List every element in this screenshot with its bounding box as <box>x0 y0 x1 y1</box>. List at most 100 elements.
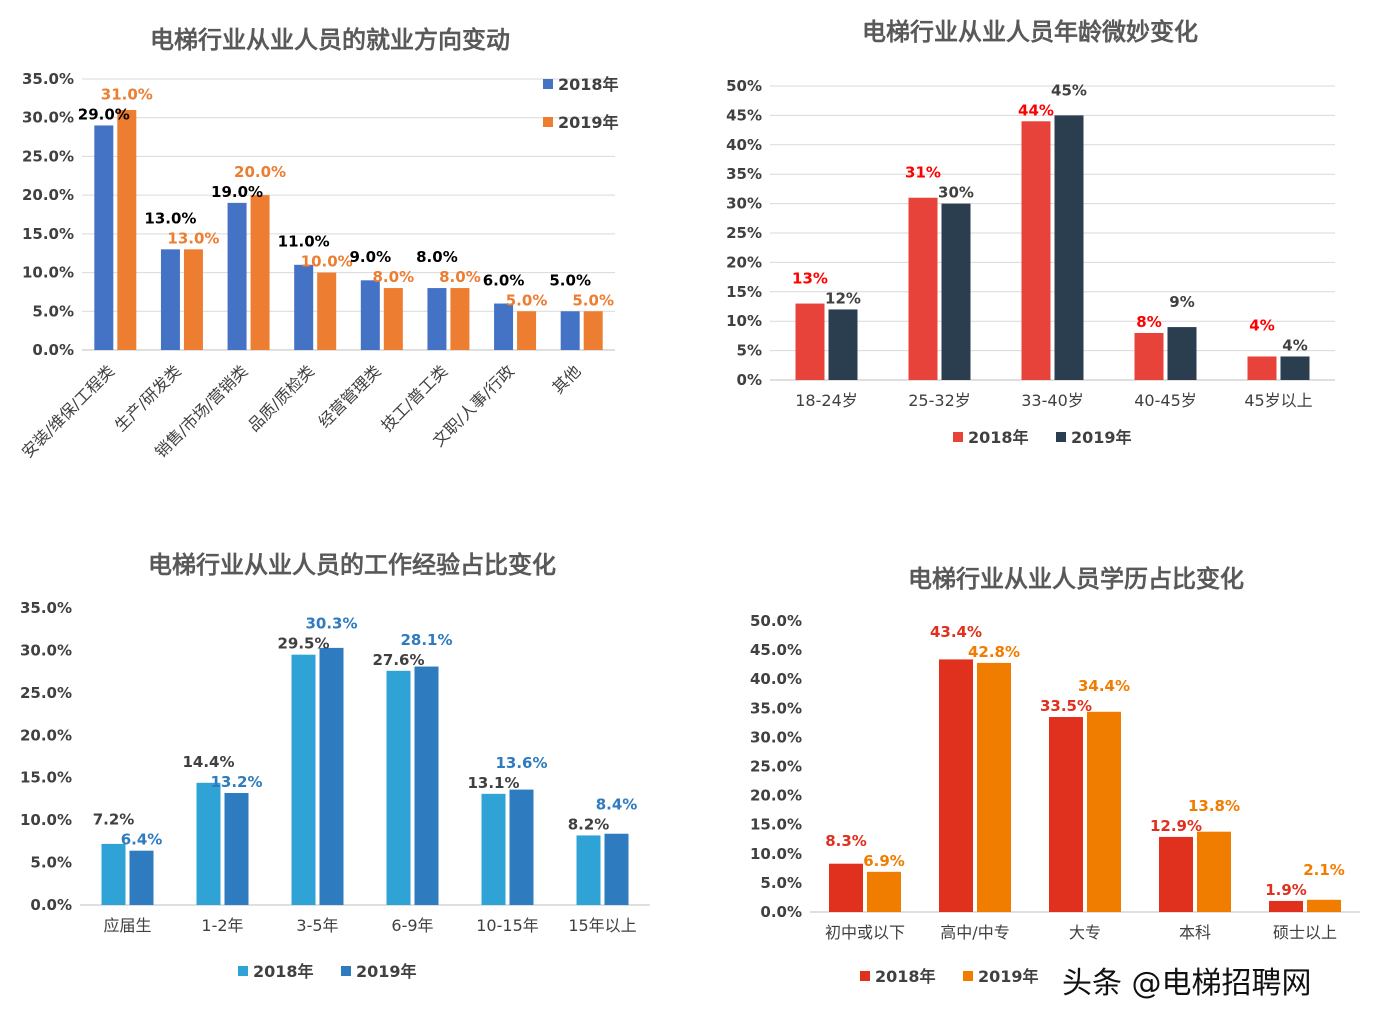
bar <box>291 654 316 905</box>
y-tick-label: 5% <box>737 342 762 360</box>
x-tick-label: 33-40岁 <box>1021 391 1084 410</box>
x-tick-label: 15年以上 <box>568 916 636 935</box>
bar <box>450 288 470 350</box>
bar <box>1307 899 1341 912</box>
y-tick-label: 10% <box>726 312 762 330</box>
bar <box>183 249 203 350</box>
legend-label: 2018年 <box>253 962 314 981</box>
data-label: 8.0% <box>439 268 481 286</box>
bar <box>383 288 403 350</box>
bar <box>386 670 411 905</box>
bar <box>414 666 439 905</box>
bar <box>1021 121 1051 380</box>
data-label: 8% <box>1136 313 1161 331</box>
legend-label: 2018年 <box>875 967 936 986</box>
y-tick-label: 15.0% <box>22 225 74 243</box>
data-label: 20.0% <box>234 163 286 181</box>
y-tick-label: 50% <box>726 77 762 95</box>
legend-swatch <box>341 966 351 976</box>
bar <box>908 197 938 380</box>
bar <box>941 203 971 380</box>
bar <box>560 311 580 350</box>
x-tick-label: 45岁以上 <box>1244 391 1312 410</box>
x-tick-label: 大专 <box>1069 923 1101 942</box>
bar <box>517 311 537 350</box>
y-tick-label: 35.0% <box>20 599 72 617</box>
bar <box>94 125 114 350</box>
y-tick-label: 0.0% <box>760 903 802 921</box>
x-tick-label: 硕士以上 <box>1273 923 1337 942</box>
data-label: 13% <box>792 269 828 287</box>
data-label: 11.0% <box>278 233 330 251</box>
y-tick-label: 0.0% <box>32 341 74 359</box>
data-label: 13.6% <box>495 754 547 772</box>
y-tick-label: 20% <box>726 253 762 271</box>
y-tick-label: 10.0% <box>750 845 802 863</box>
data-label: 13.1% <box>467 774 519 792</box>
data-label: 27.6% <box>372 651 424 669</box>
y-tick-label: 25.0% <box>20 684 72 702</box>
x-tick-label: 技工/普工类 <box>377 361 451 435</box>
data-label: 45% <box>1051 81 1087 99</box>
x-tick-label: 经营管理类 <box>315 361 385 431</box>
bar <box>939 659 973 912</box>
bar <box>294 264 314 350</box>
bar <box>828 309 858 380</box>
y-tick-label: 0.0% <box>30 896 72 914</box>
data-label: 14.4% <box>182 753 234 771</box>
x-tick-label: 18-24岁 <box>795 391 858 410</box>
data-label: 31.0% <box>101 85 153 103</box>
legend-label: 2019年 <box>978 967 1039 986</box>
y-tick-label: 30% <box>726 195 762 213</box>
bar <box>317 272 337 350</box>
data-label: 13.0% <box>144 209 196 227</box>
bar <box>481 793 506 905</box>
data-label: 13.2% <box>210 773 262 791</box>
y-tick-label: 40% <box>726 136 762 154</box>
bar <box>604 833 629 905</box>
y-tick-label: 50.0% <box>750 612 802 630</box>
data-label: 13.0% <box>167 229 219 247</box>
x-tick-label: 10-15年 <box>476 916 539 935</box>
data-label: 8.2% <box>568 815 610 833</box>
data-label: 7.2% <box>93 811 135 829</box>
data-label: 43.4% <box>930 623 982 641</box>
x-tick-label: 高中/中专 <box>940 923 1009 942</box>
y-tick-label: 15.0% <box>750 816 802 834</box>
x-tick-label: 应届生 <box>103 916 151 935</box>
x-tick-label: 安装/维保/工程类 <box>18 361 118 461</box>
bar <box>1134 332 1164 380</box>
x-tick-label: 本科 <box>1179 923 1211 942</box>
legend-swatch <box>860 971 870 981</box>
data-label: 5.0% <box>549 271 591 289</box>
data-label: 5.0% <box>572 291 614 309</box>
data-label: 2.1% <box>1303 861 1345 879</box>
data-label: 30.3% <box>305 615 357 633</box>
data-label: 19.0% <box>211 183 263 201</box>
y-tick-label: 10.0% <box>22 264 74 282</box>
y-tick-label: 5.0% <box>760 874 802 892</box>
legend-swatch <box>1056 432 1066 442</box>
x-tick-label: 生产/研发类 <box>111 361 185 435</box>
y-tick-label: 5.0% <box>32 302 74 320</box>
bar <box>160 249 180 350</box>
y-tick-label: 15% <box>726 283 762 301</box>
y-tick-label: 35% <box>726 165 762 183</box>
bar <box>977 662 1011 912</box>
bar <box>129 850 154 905</box>
bar <box>117 109 137 350</box>
bar <box>227 202 247 350</box>
legend-swatch <box>238 966 248 976</box>
y-tick-label: 25% <box>726 224 762 242</box>
data-label: 28.1% <box>400 631 452 649</box>
x-tick-label: 6-9年 <box>391 916 433 935</box>
bar <box>829 863 863 912</box>
legend-swatch <box>963 971 973 981</box>
bar <box>1197 831 1231 912</box>
y-tick-label: 40.0% <box>750 670 802 688</box>
y-tick-label: 35.0% <box>22 70 74 88</box>
legend-label: 2019年 <box>356 962 417 981</box>
bar <box>867 871 901 912</box>
bar <box>1280 356 1310 380</box>
